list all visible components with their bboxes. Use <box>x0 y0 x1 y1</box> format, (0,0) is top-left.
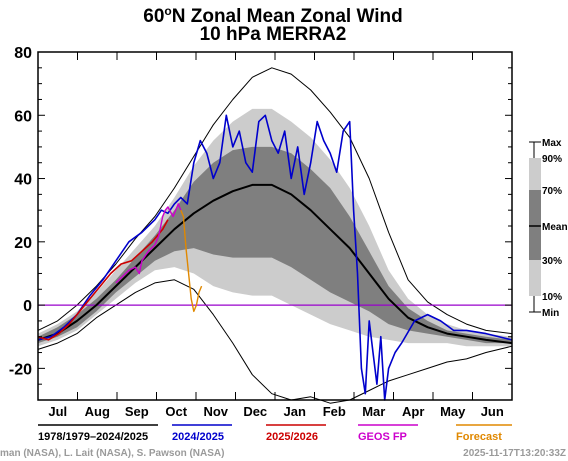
series-line-1978-1979-2024-2025 <box>37 183 513 345</box>
series-line-forecast <box>180 209 203 313</box>
legend-label: 2025/2026 <box>266 431 318 443</box>
x-tick-label: Mar <box>362 404 385 419</box>
chart-title: 60oN Zonal Mean Zonal Wind <box>143 4 402 27</box>
y-tick-label: -20 <box>9 361 32 378</box>
x-tick-label: May <box>440 404 466 419</box>
y-tick-label: 40 <box>14 172 32 189</box>
y-tick-label: 80 <box>14 45 32 62</box>
legend-percentile-label: 30% <box>542 256 562 267</box>
legend-band-outer <box>529 260 541 296</box>
x-tick-label: Nov <box>203 404 228 419</box>
legend-percentile-label: 10% <box>542 292 562 303</box>
x-tick-label: Jan <box>284 404 306 419</box>
legend-band-outer <box>529 158 541 190</box>
max-line <box>37 67 513 335</box>
credit-authors: man (NASA), L. Lait (NASA), S. Pawson (N… <box>0 448 224 459</box>
legend-label: 1978/1979–2024/2025 <box>38 431 148 443</box>
x-tick-label: Sep <box>125 404 149 419</box>
x-tick-label: Feb <box>323 404 346 419</box>
x-tick-label: Jun <box>481 404 504 419</box>
y-axis: -20 0 20 40 60 80 <box>9 45 512 401</box>
band-30-70 <box>38 146 512 344</box>
legend-percentile-label: 90% <box>542 154 562 165</box>
legend-label: GEOS FP <box>358 431 407 443</box>
legend-percentiles: Max 90% 70% Mean 30% 10% Min <box>529 138 568 319</box>
x-axis: Jul Aug Sep Oct Nov Dec Jan Feb Mar Apr May Jun <box>37 52 513 419</box>
legend-band-inner <box>529 190 541 260</box>
y-tick-label: 20 <box>14 235 32 252</box>
legend-label: Forecast <box>456 431 502 443</box>
legend-percentile-label: Max <box>542 138 562 149</box>
series-line-2025-2026 <box>37 219 169 341</box>
x-tick-label: Jul <box>48 404 67 419</box>
legend-top: 1978/1979–2024/2025 2024/2025 2025/2026 GEO… <box>38 424 512 443</box>
x-tick-label: Oct <box>165 404 187 419</box>
legend-percentile-label: 70% <box>542 186 562 197</box>
x-tick-label: Apr <box>402 404 424 419</box>
series-line-2024-2025 <box>37 114 513 401</box>
legend-percentile-label: Min <box>542 308 559 319</box>
y-tick-label: 0 <box>23 298 32 315</box>
credit-timestamp: 2025-11-17T13:20:33Z <box>463 448 566 459</box>
legend-percentile-label: Mean <box>542 222 568 233</box>
x-tick-label: Dec <box>243 404 267 419</box>
legend-label: 2024/2025 <box>172 431 224 443</box>
y-tick-label: 60 <box>14 108 32 125</box>
x-tick-label: Aug <box>85 404 110 419</box>
series-line-geos-fp <box>115 203 182 284</box>
data-lines <box>37 67 513 404</box>
chart-subtitle: 10 hPa MERRA2 <box>200 24 347 45</box>
percentile-bands <box>38 108 512 347</box>
